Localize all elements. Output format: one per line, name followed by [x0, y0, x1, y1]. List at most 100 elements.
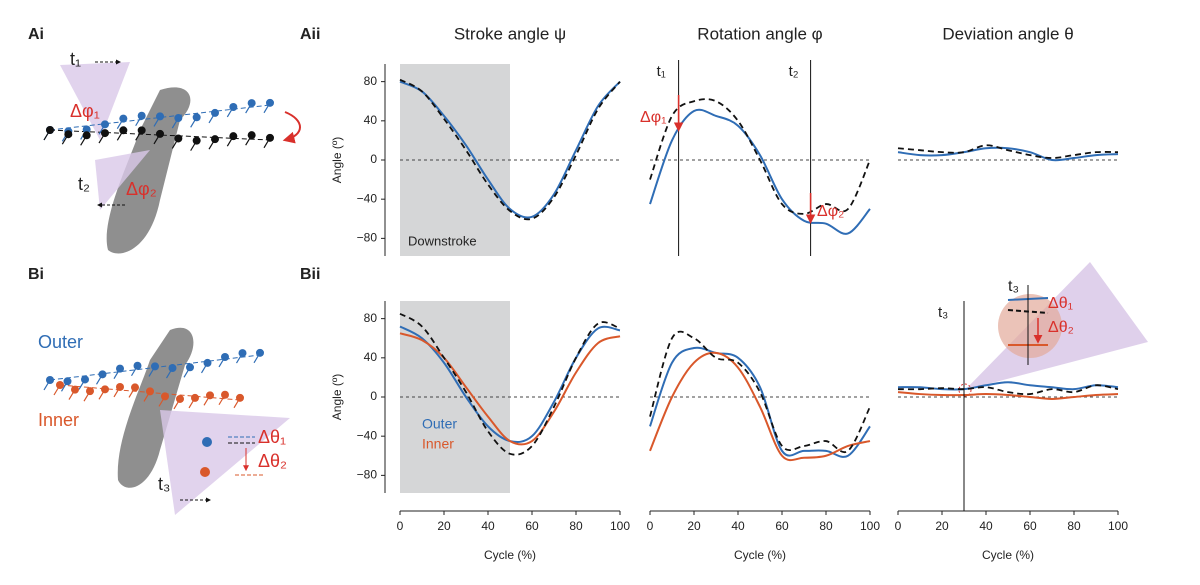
wing-stick — [188, 397, 196, 409]
wing-stick — [208, 112, 216, 124]
time-marker-label: t₂ — [789, 63, 799, 80]
wing-stick — [173, 398, 181, 410]
wing-stick — [190, 116, 198, 128]
wing-stick — [68, 389, 76, 400]
x-axis-label: Cycle (%) — [484, 548, 536, 562]
wing-stick — [43, 129, 51, 141]
series-line — [897, 146, 1119, 162]
legend-inner: Inner — [38, 410, 79, 430]
y-tick-label: 0 — [370, 389, 377, 403]
series-line — [399, 80, 621, 219]
y-tick-label: 80 — [364, 74, 378, 88]
x-tick-label: 80 — [1067, 519, 1081, 533]
wing-stick — [135, 115, 143, 127]
wing-stick — [98, 389, 106, 400]
wing-stick — [116, 129, 124, 141]
x-tick-label: 20 — [437, 519, 451, 533]
x-tick-label: 80 — [569, 519, 583, 533]
x-tick-label: 20 — [935, 519, 949, 533]
wing-stick — [190, 140, 198, 151]
wing-stick — [245, 134, 253, 146]
wing-stick — [98, 132, 106, 144]
time-marker-label: t₃ — [938, 304, 948, 321]
y-axis-label: Angle (º) — [330, 137, 344, 183]
wing-stick — [183, 366, 191, 378]
angle-label: Δφ₁ — [70, 101, 100, 121]
wing-stick — [113, 368, 121, 379]
chart-title: Rotation angle φ — [697, 24, 822, 43]
wing-stick — [95, 374, 104, 385]
wing-stick — [208, 138, 216, 150]
wing-stick — [203, 395, 211, 406]
y-tick-label: −80 — [357, 468, 378, 482]
legend-outer: Outer — [38, 332, 83, 352]
series-line — [649, 346, 871, 458]
wing-stick — [263, 137, 271, 149]
wing-stick — [226, 135, 234, 147]
x-tick-label: 40 — [731, 519, 745, 533]
angle-label: Δθ₂ — [258, 451, 287, 471]
x-tick-label: 60 — [775, 519, 789, 533]
wing-stick — [83, 390, 91, 402]
x-tick-label: 100 — [610, 519, 630, 533]
series-line — [649, 330, 871, 454]
series-line — [897, 391, 1119, 400]
x-tick-label: 80 — [819, 519, 833, 533]
y-tick-label: 80 — [364, 311, 378, 325]
series-line — [649, 351, 871, 462]
wing-stick — [148, 366, 156, 377]
x-tick-label: 0 — [397, 519, 404, 533]
wing-stick — [61, 133, 69, 145]
y-tick-label: 40 — [364, 113, 378, 127]
time-label: t₁ — [70, 49, 81, 69]
panel-label: Ai — [28, 26, 44, 43]
panel-label: Aii — [300, 26, 320, 43]
x-tick-label: 60 — [1023, 519, 1037, 533]
annotation: t₃ — [1008, 278, 1019, 295]
annotation: Δφ₁ — [640, 109, 666, 126]
series-line — [399, 312, 621, 456]
wing-stick — [153, 116, 161, 127]
series-line — [649, 98, 871, 215]
wing-stick — [116, 118, 124, 129]
wing-stick — [226, 106, 234, 118]
wing-stick — [171, 117, 179, 129]
legend-entry: Outer — [422, 416, 457, 432]
panel-label: Bii — [300, 266, 320, 283]
wing-stick — [60, 380, 69, 392]
series-line — [897, 144, 1119, 159]
x-tick-label: 20 — [687, 519, 701, 533]
y-tick-label: 40 — [364, 350, 378, 364]
inset-disc — [998, 294, 1062, 358]
wing-stick — [171, 138, 179, 149]
illustration-b: Outer Inner Δθ₁ Δθ₂ t₃ — [38, 327, 290, 515]
x-tick-label: 0 — [647, 519, 654, 533]
annotation: Δφ₂ — [817, 203, 844, 220]
x-tick-label: 40 — [979, 519, 993, 533]
legend-entry: Inner — [422, 436, 454, 452]
x-tick-label: 60 — [525, 519, 539, 533]
time-label: t₂ — [78, 174, 90, 194]
wing-stick — [135, 130, 143, 141]
x-tick-label: 0 — [895, 519, 902, 533]
wing-stick — [235, 352, 244, 364]
chart-title: Stroke angle ψ — [454, 24, 566, 43]
x-tick-label: 40 — [481, 519, 495, 533]
wing-stick — [218, 356, 226, 368]
series-line — [649, 108, 871, 235]
y-tick-label: −80 — [357, 231, 378, 245]
wing-stick — [143, 391, 151, 402]
wing-stick — [98, 124, 106, 135]
angle-label: Δθ₁ — [258, 427, 286, 447]
annotation: Δθ₂ — [1048, 319, 1074, 336]
panel-label: Bi — [28, 266, 44, 283]
series-line — [399, 78, 621, 221]
illustration-a: t₁ Δφ₁ t₂ Δφ₂ — [49, 49, 301, 254]
wing-stick — [43, 379, 51, 391]
x-tick-label: 100 — [1108, 519, 1128, 533]
y-axis-label: Angle (º) — [330, 374, 344, 420]
y-tick-label: −40 — [357, 428, 378, 442]
wing-stick — [253, 352, 261, 364]
wing-stick — [245, 102, 253, 114]
